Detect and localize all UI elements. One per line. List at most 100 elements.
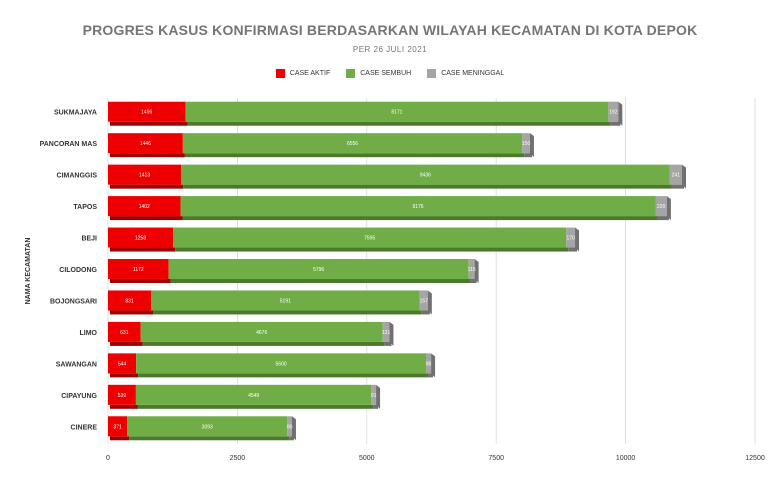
data-label: 157 <box>420 298 429 304</box>
bar-segment <box>108 196 181 217</box>
data-label: 6556 <box>347 141 358 147</box>
bar-shadow <box>110 153 185 158</box>
bar-segment <box>135 384 372 405</box>
bar-segment <box>127 416 288 437</box>
category-label: PANCORAN MAS <box>40 141 98 148</box>
x-tick-label: 0 <box>106 455 110 462</box>
data-label: 241 <box>672 173 681 179</box>
data-label: 4676 <box>256 330 267 336</box>
bar-segment <box>608 101 619 122</box>
bar-shadow <box>610 121 621 126</box>
x-tick-label: 5000 <box>359 455 375 462</box>
bar-segment <box>669 164 683 185</box>
bar-segment <box>168 259 469 279</box>
bar-shadow <box>657 216 669 221</box>
category-label: CIPAYUNG <box>61 393 97 400</box>
bar-shadow <box>524 153 532 158</box>
bar-shadow <box>153 310 422 315</box>
data-label: 90 <box>287 424 293 430</box>
data-label: 115 <box>468 267 476 273</box>
data-label: 1402 <box>139 204 150 210</box>
data-label: 1413 <box>139 173 150 179</box>
bar-segment <box>108 101 186 122</box>
bar-end-cap <box>618 101 623 126</box>
bar-shadow <box>182 216 658 221</box>
x-tick-label: 10000 <box>616 455 636 462</box>
bar-segment <box>108 259 169 279</box>
data-label: 5191 <box>280 298 291 304</box>
category-label: SAWANGAN <box>56 361 97 368</box>
data-label: 5600 <box>276 361 287 367</box>
bar-shadow <box>671 184 685 189</box>
bar-segment <box>108 290 152 311</box>
bar-shadow <box>110 279 171 283</box>
x-tick-label: 2500 <box>230 455 246 462</box>
legend-item-meninggal: CASE MENINGGAL <box>427 69 504 78</box>
bar-segment <box>287 416 292 437</box>
category-label: BOJONGSARI <box>50 298 97 305</box>
chart-title: PROGRES KASUS KONFIRMASI BERDASARKAN WIL… <box>82 22 698 38</box>
category-label: LIMO <box>80 330 98 337</box>
bar-segment <box>426 353 432 374</box>
legend-label-meninggal: CASE MENINGGAL <box>441 70 505 77</box>
legend-item-aktif: CASE AKTIF <box>275 69 330 78</box>
bar-segment <box>382 321 390 342</box>
bar-shadow <box>421 310 430 315</box>
data-label: 371 <box>113 424 122 430</box>
bar-segment <box>173 227 567 248</box>
bar-segment <box>108 164 182 185</box>
bar-end-cap <box>427 290 432 315</box>
bar-shadow <box>470 279 477 283</box>
bar-shadow <box>110 310 154 315</box>
bar-shadow <box>110 373 139 378</box>
bar-segment <box>185 101 609 122</box>
chart-legend: CASE AKTIF CASE SEMBUH CASE MENINGGAL <box>0 69 780 78</box>
bar-segment <box>419 290 428 311</box>
legend-swatch-meninggal <box>427 69 437 78</box>
bar-end-cap <box>666 196 671 221</box>
bar-end-cap <box>575 227 580 252</box>
category-label: SUKMAJAYA <box>54 110 97 117</box>
bar-shadow <box>110 341 143 346</box>
bar-end-cap <box>474 259 479 283</box>
bar-shadow <box>175 247 569 252</box>
bar-shadow <box>110 184 184 189</box>
bar-shadow <box>137 404 374 409</box>
bar-shadow <box>183 184 672 189</box>
bar-shadow <box>129 436 290 441</box>
data-label: 631 <box>120 330 129 336</box>
data-label: 192 <box>609 110 618 116</box>
bar-shadow <box>384 341 392 346</box>
bar-shadow <box>110 216 183 221</box>
bar-shadow <box>110 404 138 409</box>
data-label: 5796 <box>313 267 324 273</box>
bar-segment <box>108 133 183 154</box>
category-label: CINERE <box>71 424 98 431</box>
legend-item-sembuh: CASE SEMBUH <box>346 69 411 78</box>
bar-end-cap <box>431 353 436 378</box>
bar-end-cap <box>682 164 687 189</box>
bar-segment <box>566 227 576 248</box>
data-label: 539 <box>118 393 127 399</box>
x-tick-label: 12500 <box>745 455 765 462</box>
data-label: 1172 <box>133 267 144 273</box>
y-axis-title: NAMA KECAMATAN <box>25 238 32 305</box>
bar-shadow <box>110 121 188 126</box>
bar-end-cap <box>529 133 534 158</box>
category-label: BEJI <box>81 236 97 243</box>
chart-subtitle: PER 26 JULI 2021 <box>352 45 428 54</box>
bar-shadow <box>110 436 130 441</box>
data-label: 98 <box>426 361 432 367</box>
bar-segment <box>181 164 670 185</box>
bar-segment <box>108 384 136 405</box>
data-label: 7595 <box>364 236 375 242</box>
bar-segment <box>140 321 383 342</box>
data-label: 831 <box>125 298 134 304</box>
x-tick-label: 7500 <box>488 455 504 462</box>
category-label: TAPOS <box>73 204 97 211</box>
bar-shadow <box>568 247 578 252</box>
bar-shadow <box>428 373 434 378</box>
bar-shadow <box>110 247 176 252</box>
